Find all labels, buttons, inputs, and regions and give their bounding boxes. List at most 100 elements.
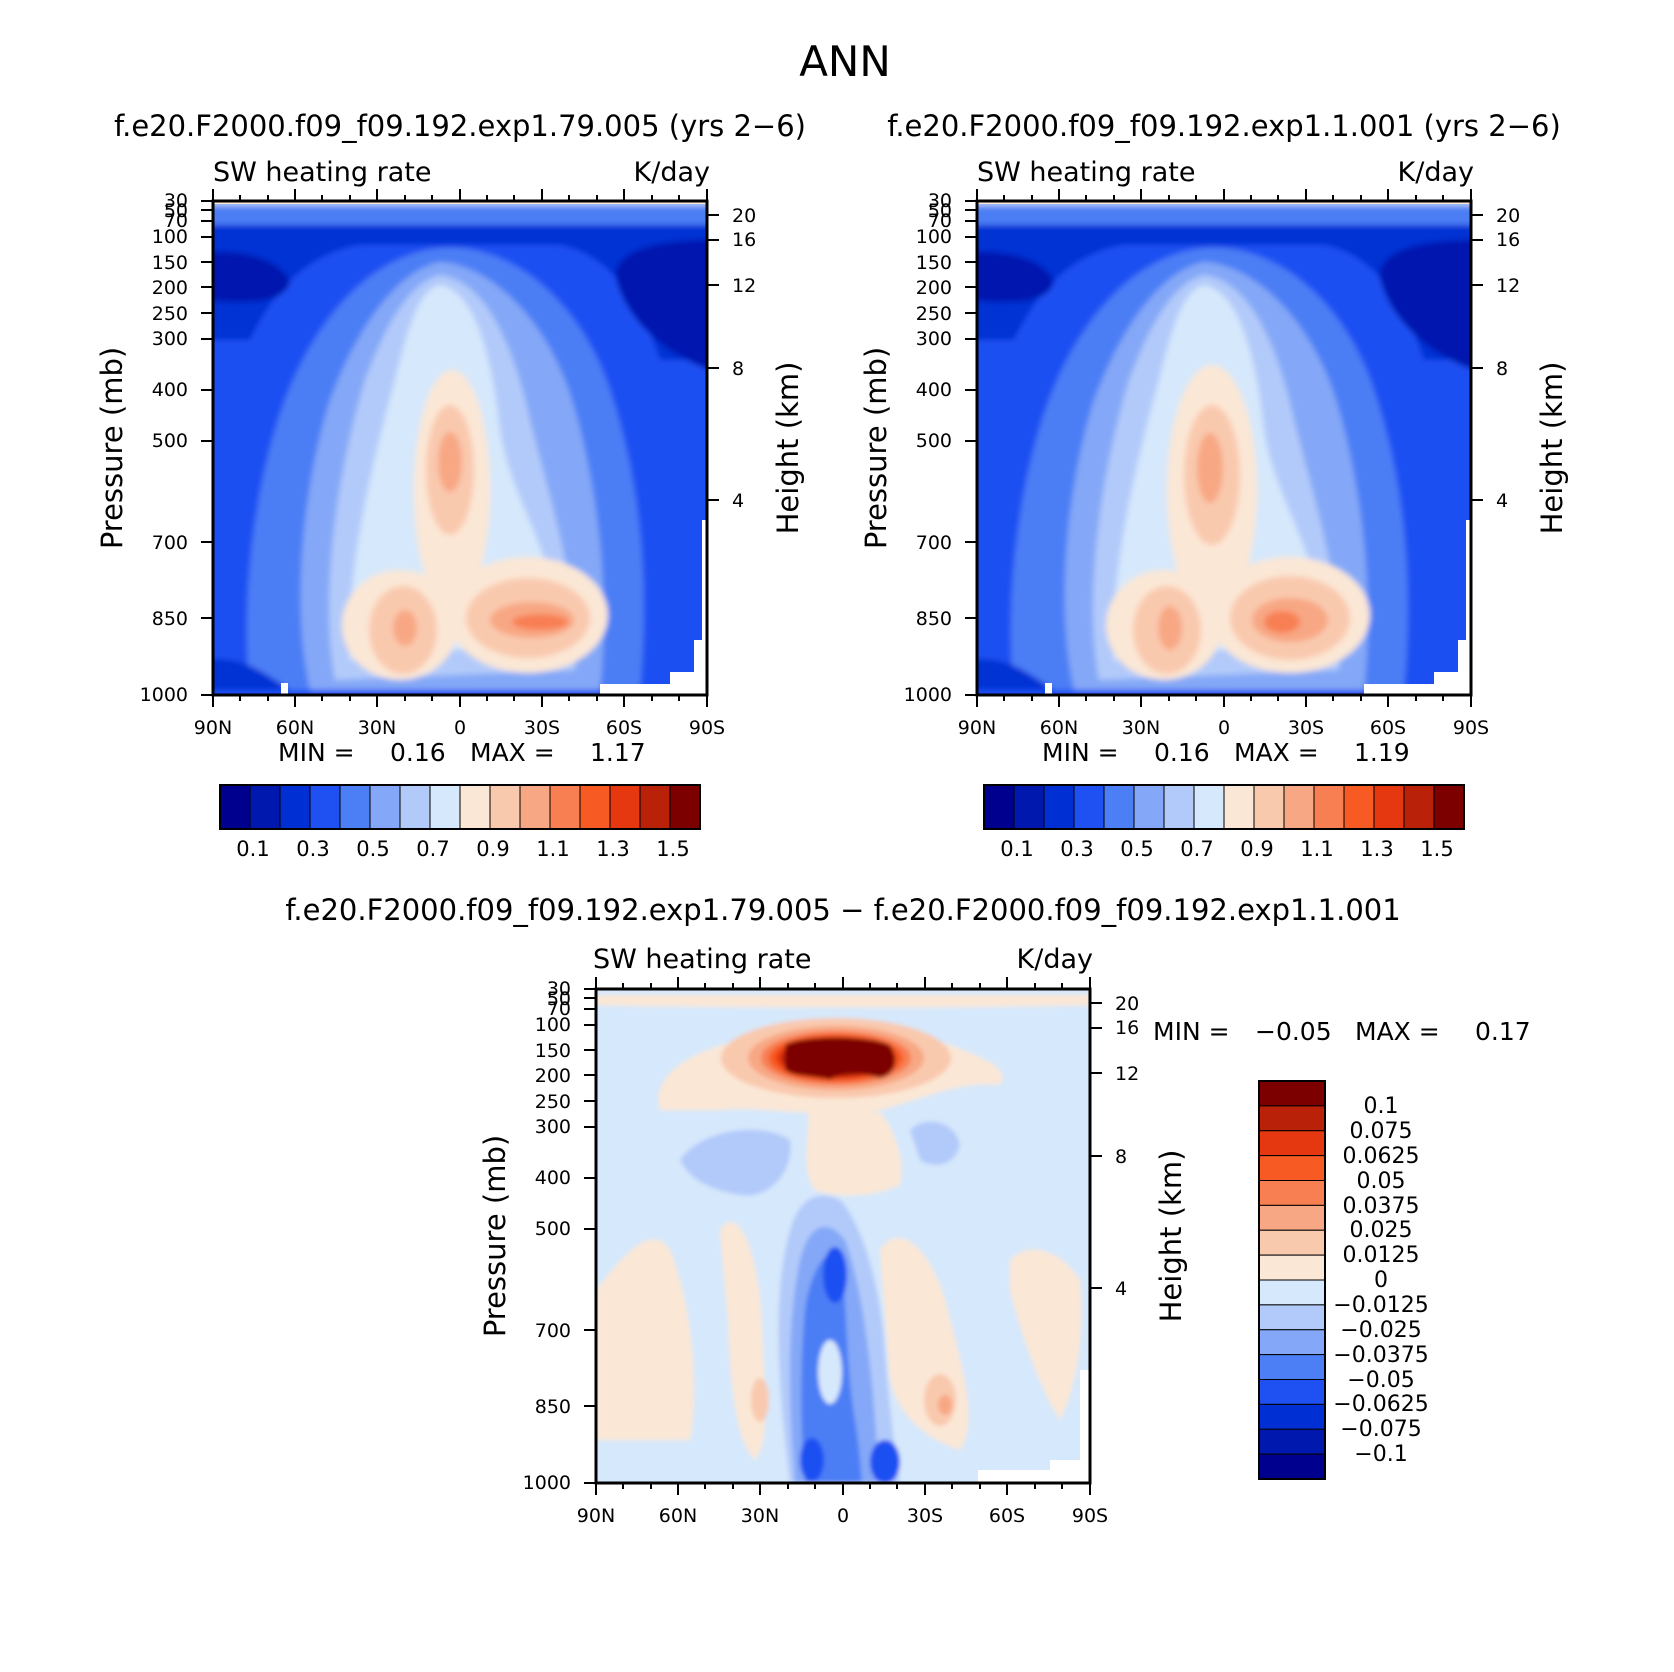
panel-c-midlevel-warm-plume [806,1110,902,1196]
y-tick-label: 500 [535,1218,571,1240]
y-tick-label: 70 [547,998,571,1020]
y-ticks [584,988,596,1484]
panel-a-upper-band [213,225,707,360]
y-tick-label: 850 [916,608,952,630]
height-tick-label: 16 [732,229,756,251]
y-tick-label: 200 [916,277,952,299]
x-tick-label: 0 [837,1505,849,1527]
panel-c-ylabel-right: Height (km) [1154,1150,1188,1323]
panel-a-ylabel-right: Height (km) [771,362,805,535]
max-value: 0.17 [1475,1017,1531,1046]
height-tick-label: 16 [1496,229,1520,251]
panel-a-missing-data-sh [600,520,707,695]
y-tick-label: 500 [152,430,188,452]
colorbar-swatch [669,784,701,830]
panel-a-sh-low-maximum-peak [512,614,568,630]
colorbar-swatch [579,784,611,830]
panel-c-nh-tropical-warm-mid [751,1378,769,1422]
colorbar-label: −0.0125 [1333,1293,1428,1318]
colorbar-swatches [1258,1080,1326,1480]
height-tick-label: 4 [1496,490,1508,512]
x-tick-label: 30N [1122,717,1160,739]
panel-c-sh-subtropical-minimum [870,1440,900,1483]
panel-b-missing-data-sh [1364,520,1471,695]
colorbar-label: 0.7 [1180,837,1213,861]
x-tick-label: 90N [958,717,996,739]
colorbar-frame [983,784,1465,830]
y-tick-label: 1000 [523,1472,571,1494]
colorbar-swatch [1403,784,1435,830]
colorbar-swatch [1073,784,1105,830]
y-tick-label: 50 [164,200,188,222]
colorbar-swatch [369,784,401,830]
y-tick-label: 400 [535,1167,571,1189]
y-tick-label: 300 [535,1116,571,1138]
min-value: 0.16 [390,738,446,767]
colorbar-swatches [983,784,1465,830]
colorbar-swatch [1253,784,1285,830]
y-tick-label: 100 [152,226,188,248]
x-tick-label: 30N [358,717,396,739]
panel-c-title: f.e20.F2000.f09_f09.192.exp1.79.005 − f.… [285,893,1400,927]
panel-c-nh-cool-patch [680,1129,791,1196]
y-tick-label: 100 [916,226,952,248]
panel-a-missing-data-nh [281,683,288,695]
panel-c-x-axis: 90N 60N 30N 0 30S 60S 90S [577,977,1108,1527]
min-label: MIN = [1153,1017,1230,1046]
panel-c-field [596,989,1090,1483]
panel-c-top-warm-band [596,995,1090,1008]
y-tick-label: 50 [928,200,952,222]
height-tick-label: 16 [1115,1017,1139,1039]
height-tick-label: 20 [1496,205,1520,227]
panel-b-upper-band [977,225,1471,360]
colorbar-swatch [399,784,431,830]
panel-c-sh-cool-patch [910,1121,960,1165]
panel-b-surface-minimum [977,659,1054,690]
y-tick-label: 30 [547,978,571,1000]
x-tick-label: 30S [907,1505,943,1527]
panel-a-units-label: K/day [634,157,710,188]
panel-c-equatorial-minimum-upper [823,1247,847,1303]
y-tick-label: 200 [152,277,188,299]
height-tick-label: 20 [732,205,756,227]
panel-b-x-axis: 90N 60N 30N 0 30S 60S 90S [958,189,1489,739]
min-label: MIN = [1042,738,1119,767]
panel-c-equatorial-minimum-lower [800,1438,824,1482]
x-ticks-minor [1003,195,1444,701]
colorbar-swatch [1163,784,1195,830]
colorbar-label: −0.0375 [1333,1343,1428,1368]
panel-c-variable-label: SW heating rate [593,944,811,975]
panel-c-ylabel: Pressure (mb) [478,1135,512,1337]
x-ticks-minor [622,983,1063,1489]
y-tick-label: 70 [164,210,188,232]
colorbar-label: 0.0125 [1343,1243,1420,1268]
panel-b-ylabel-right: Height (km) [1535,362,1569,535]
colorbar-label: 0.0625 [1343,1144,1420,1169]
colorbar-swatch [639,784,671,830]
panel-b-height-axis: 20 16 12 8 4 [1471,205,1520,512]
panel-c-sh-subtropical-warm-core [938,1395,952,1415]
height-tick-label: 8 [1496,358,1508,380]
colorbar-swatch [1193,784,1225,830]
colorbar-swatch [1258,1428,1326,1455]
x-tick-label: 60S [1370,717,1406,739]
colorbar-swatch [1258,1279,1326,1306]
panel-c-units-label: K/day [1017,944,1093,975]
y-tick-label: 150 [152,252,188,274]
panel-b-ylabel: Pressure (mb) [859,347,893,549]
panel-a-stats: MIN = 0.16 MAX = 1.17 [278,738,646,767]
x-tick-label: 90N [577,1505,615,1527]
x-tick-label: 60N [276,717,314,739]
panel-b-units-label: K/day [1398,157,1474,188]
colorbar-label: −0.05 [1347,1368,1414,1393]
panel-b-stats: MIN = 0.16 MAX = 1.19 [1042,738,1410,767]
min-label: MIN = [278,738,355,767]
colorbar-swatch [1258,1180,1326,1206]
y-tick-label: 1000 [904,684,952,706]
colorbar-swatch [1258,1130,1326,1157]
y-tick-label: 300 [152,328,188,350]
colorbar-swatch [1313,784,1345,830]
colorbar-label: 0.5 [1120,837,1153,861]
height-tick-label: 12 [732,275,756,297]
